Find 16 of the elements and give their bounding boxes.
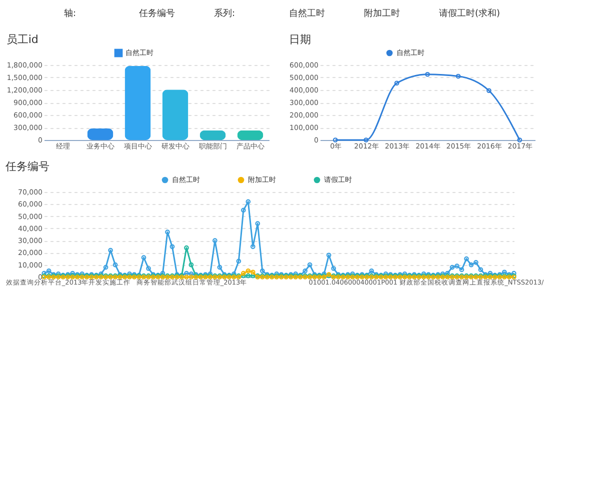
text: 自然工时 [289,8,325,19]
chart-title: 日期 [289,33,312,46]
text: 任务编号 [138,8,175,19]
point [364,138,368,142]
point [394,80,400,86]
text: 轴: [64,8,76,19]
point [425,72,430,77]
bar [124,66,151,140]
text: 系列: [214,8,236,19]
text: 附加工时 [364,8,400,19]
point [456,74,461,79]
text: 请假工时(求和) [439,8,500,19]
bar [162,90,188,140]
chart-title: 任务编号 [4,160,50,173]
point [486,88,492,94]
chart-title: 员工id [6,32,38,46]
